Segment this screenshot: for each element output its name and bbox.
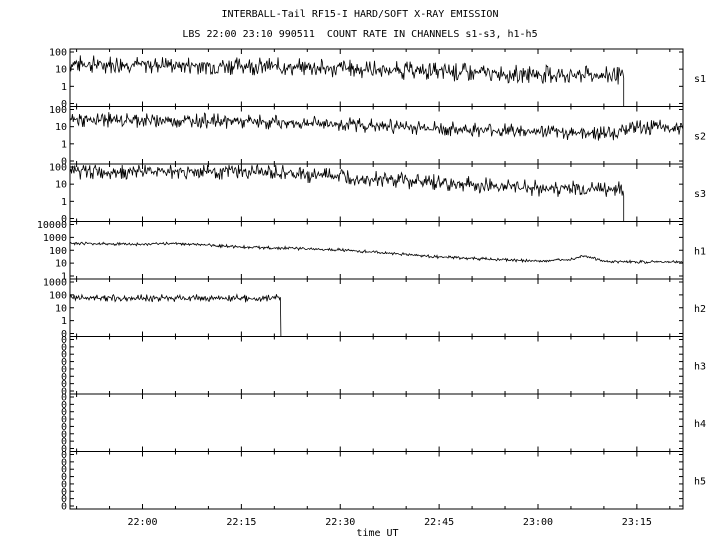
panel-frame	[69, 106, 684, 165]
y-tick-label: 1	[61, 272, 67, 283]
y-tick-label: 0	[61, 450, 67, 461]
series-line-s1	[69, 55, 625, 107]
series-label: h3	[694, 361, 706, 372]
panel-h1: h1 10000 1000 100 10 1	[37, 220, 706, 283]
series-line-s2	[69, 112, 684, 141]
panel-frame	[69, 278, 684, 337]
y-tick-label: 10	[55, 65, 67, 76]
panel-frame	[69, 393, 684, 452]
y-tick-label: 100	[49, 163, 67, 174]
series-label: s1	[694, 74, 706, 85]
y-tick-label: 0	[61, 465, 67, 476]
y-tick-label: 0	[61, 379, 67, 390]
x-tick-label: 23:00	[523, 517, 553, 528]
y-tick-label: 0	[61, 99, 67, 110]
series-label: h4	[694, 419, 706, 430]
y-tick-label: 0	[61, 357, 67, 368]
y-tick-label: 0	[61, 457, 67, 468]
y-tick-label: 1000	[43, 278, 67, 289]
y-tick-label: 0	[61, 444, 67, 455]
y-tick-label: 100	[49, 105, 67, 116]
series-label: s3	[694, 189, 706, 200]
y-tick-label: 0	[61, 422, 67, 433]
y-tick-label: 0	[61, 214, 67, 225]
x-tick-label: 22:15	[226, 517, 256, 528]
series-label: h1	[694, 246, 706, 257]
chart-subtitle: LBS 22:00 23:10 990511 COUNT RATE IN CHA…	[182, 29, 538, 40]
x-tick-label: 22:30	[325, 517, 355, 528]
y-tick-label: 100	[49, 290, 67, 301]
y-tick-label: 0	[61, 342, 67, 353]
y-tick-label: 10	[55, 180, 67, 191]
y-tick-label: 10	[55, 259, 67, 270]
panel-frame	[69, 48, 684, 107]
y-tick-label: 0	[61, 387, 67, 398]
x-tick-label: 23:15	[622, 517, 652, 528]
y-tick-label: 1000	[43, 233, 67, 244]
y-tick-label: 0	[61, 350, 67, 361]
y-tick-label: 0	[61, 329, 67, 340]
panel-frame	[69, 336, 684, 395]
y-tick-label: 0	[61, 472, 67, 483]
y-tick-label: 0	[61, 157, 67, 168]
y-tick-label: 0	[61, 487, 67, 498]
y-tick-label: 0	[61, 372, 67, 383]
y-tick-label: 0	[61, 494, 67, 505]
series-line-h2	[69, 293, 282, 337]
y-tick-label: 10	[55, 303, 67, 314]
y-tick-label: 1	[61, 82, 67, 93]
y-tick-label: 10	[55, 122, 67, 133]
y-tick-label: 0	[61, 400, 67, 411]
y-tick-label: 10000	[37, 220, 67, 231]
panel-frame	[69, 451, 684, 510]
y-tick-label: 0	[61, 437, 67, 448]
chart-title: INTERBALL-Tail RF15-I HARD/SOFT X-RAY EM…	[221, 9, 499, 20]
x-axis-label: time UT	[356, 528, 399, 539]
series-label: h5	[694, 476, 706, 487]
y-tick-label: 0	[61, 364, 67, 375]
series-line-h1	[69, 241, 684, 264]
series-line-s3	[69, 163, 625, 222]
y-tick-label: 1	[61, 197, 67, 208]
x-tick-label: 22:45	[424, 517, 454, 528]
series-label: h2	[694, 304, 706, 315]
y-tick-label: 0	[61, 393, 67, 404]
y-tick-label: 0	[61, 502, 67, 513]
series-label: s2	[694, 131, 706, 142]
y-tick-label: 0	[61, 407, 67, 418]
y-tick-label: 0	[61, 335, 67, 346]
y-tick-label: 0	[61, 479, 67, 490]
y-tick-label: 1	[61, 316, 67, 327]
x-tick-label: 22:00	[127, 517, 157, 528]
y-tick-label: 1	[61, 139, 67, 150]
y-tick-label: 100	[49, 246, 67, 257]
y-tick-label: 0	[61, 429, 67, 440]
panel-frame	[69, 221, 684, 280]
y-tick-label: 100	[49, 48, 67, 59]
y-tick-label: 0	[61, 415, 67, 426]
